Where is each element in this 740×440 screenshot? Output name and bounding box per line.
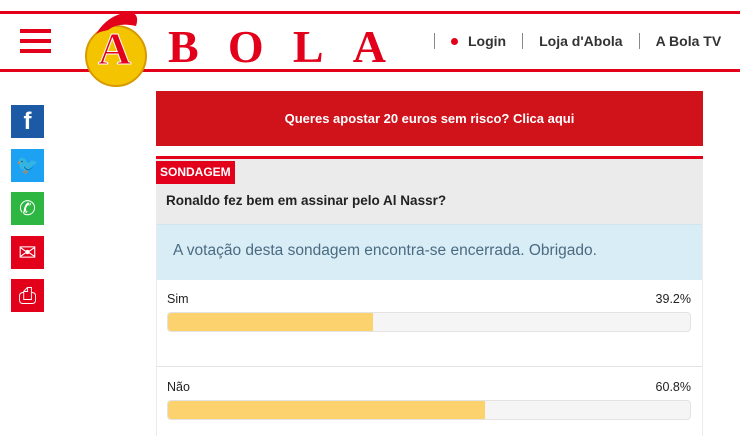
- nav-login[interactable]: Login: [451, 33, 506, 49]
- nav-loja[interactable]: Loja d'Abola: [539, 33, 623, 49]
- menu-icon[interactable]: [20, 29, 51, 54]
- option-percent: 60.8%: [655, 380, 691, 394]
- top-nav: Login Loja d'Abola A Bola TV: [418, 33, 721, 49]
- option-label: Sim: [167, 292, 189, 306]
- nav-login-label: Login: [468, 33, 507, 49]
- svg-text:BOLA: BOLA: [168, 21, 386, 72]
- facebook-icon[interactable]: f: [11, 105, 44, 138]
- bet-banner[interactable]: Queres apostar 20 euros sem risco? Clica…: [156, 91, 703, 146]
- header-top-line: [0, 11, 740, 14]
- print-icon[interactable]: ⎙: [11, 279, 44, 312]
- nav-abola-tv[interactable]: A Bola TV: [655, 33, 722, 49]
- poll-question: Ronaldo fez bem em assinar pelo Al Nassr…: [166, 193, 447, 208]
- header-bottom-line: [0, 69, 740, 72]
- a-bola-logo[interactable]: A BOLA: [78, 4, 390, 88]
- poll-box: SONDAGEM Ronaldo fez bem em assinar pelo…: [156, 156, 703, 440]
- option-bar-fill: [168, 401, 486, 419]
- option-bar: [167, 312, 691, 332]
- poll-closed-message: A votação desta sondagem encontra-se enc…: [157, 224, 702, 280]
- poll-tag: SONDAGEM: [156, 161, 235, 184]
- svg-text:A: A: [98, 23, 131, 74]
- option-label: Não: [167, 380, 190, 394]
- poll-results: Sim 39.2% Não 60.8%: [157, 280, 702, 440]
- divider: [157, 366, 702, 367]
- twitter-icon[interactable]: 🐦: [11, 149, 44, 182]
- option-bar-fill: [168, 313, 373, 331]
- login-dot-icon: [451, 37, 458, 45]
- option-percent: 39.2%: [655, 292, 691, 306]
- email-icon[interactable]: ✉: [11, 236, 44, 269]
- option-bar: [167, 400, 691, 420]
- whatsapp-icon[interactable]: ✆: [11, 192, 44, 225]
